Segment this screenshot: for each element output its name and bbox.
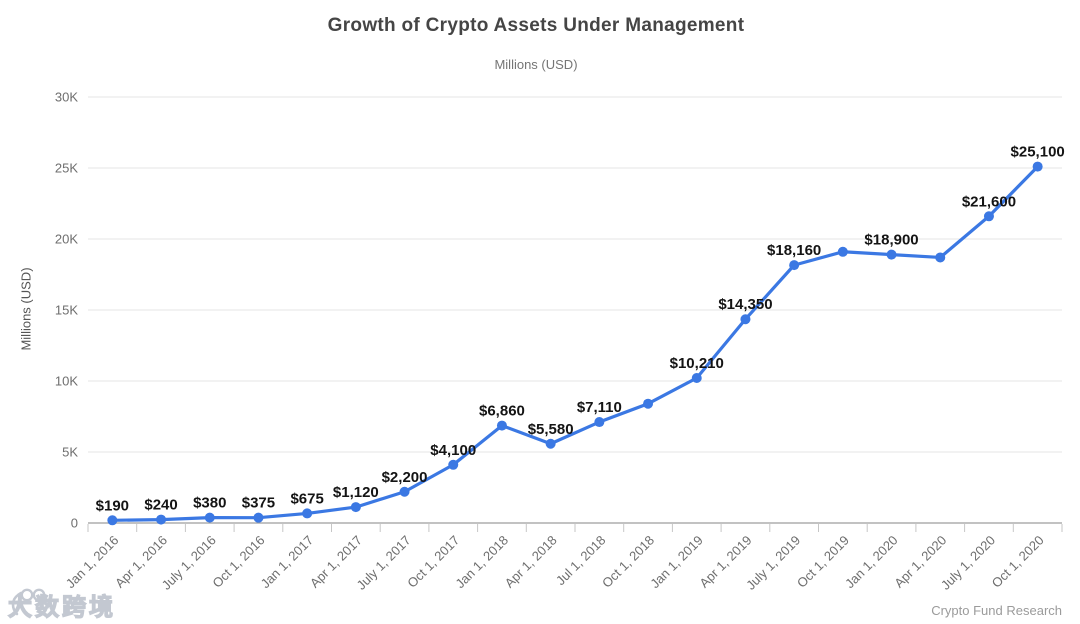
data-point-marker: [740, 314, 751, 325]
data-point-value-label: $240: [144, 497, 177, 514]
data-point-marker: [107, 515, 118, 526]
data-point-value-label: $380: [193, 495, 226, 512]
data-point-marker: [837, 246, 848, 257]
data-point-marker: [448, 459, 459, 470]
data-point-value-label: $6,860: [479, 403, 525, 420]
watermark-100-logo-icon: [11, 588, 46, 616]
data-point-value-label: $18,900: [864, 232, 918, 249]
y-tick-label: 25K: [55, 161, 78, 176]
data-point-marker: [350, 502, 361, 513]
x-category-label: Jan 1, 2019: [647, 533, 706, 592]
x-category-label: Jan 1, 2018: [452, 533, 511, 592]
data-point-value-label: $10,210: [670, 355, 724, 372]
data-point-marker: [204, 512, 215, 523]
data-point-marker: [935, 252, 946, 263]
data-point-marker: [496, 420, 507, 431]
data-point-value-label: $4,100: [430, 442, 476, 459]
data-point-value-label: $375: [242, 495, 275, 512]
data-point-value-label: $675: [290, 490, 323, 507]
chart-title: Growth of Crypto Assets Under Management: [327, 15, 745, 36]
data-point-value-label: $2,200: [382, 469, 428, 486]
data-point-marker: [1032, 161, 1043, 172]
x-category-label: Jan 1, 2016: [63, 533, 122, 592]
data-point-value-label: $14,350: [718, 296, 772, 313]
data-point-marker: [691, 373, 702, 384]
x-category-label: Jan 1, 2020: [842, 533, 901, 592]
data-point-value-label: $7,110: [577, 399, 622, 416]
chart-subtitle: Millions (USD): [494, 57, 578, 72]
watermark: 大数跨境: [7, 587, 116, 622]
data-point-marker: [545, 438, 556, 449]
data-point-marker: [643, 398, 654, 409]
data-point-marker: [399, 486, 410, 497]
y-tick-label: 5K: [62, 445, 78, 460]
y-tick-label: 10K: [55, 374, 78, 389]
data-point-value-label: $25,100: [1011, 144, 1065, 161]
data-point-marker: [983, 211, 994, 222]
y-tick-label: 30K: [55, 90, 78, 105]
data-point-value-label: $21,600: [962, 193, 1016, 210]
y-tick-label: 0: [71, 516, 78, 531]
x-category-label: Jan 1, 2017: [258, 533, 317, 592]
data-point-marker: [789, 260, 800, 271]
y-tick-label: 15K: [55, 303, 78, 318]
y-tick-label: 20K: [55, 232, 78, 247]
data-point-value-label: $1,120: [333, 484, 379, 501]
data-point-value-label: $18,160: [767, 242, 821, 259]
x-category-label: Oct 1, 2020: [989, 533, 1047, 591]
data-point-marker: [302, 508, 313, 519]
watermark-text: 大数跨境: [7, 593, 116, 621]
x-category-label: Apr 1, 2018: [502, 533, 560, 591]
data-point-marker: [156, 514, 167, 525]
source-credit: Crypto Fund Research: [931, 603, 1062, 618]
data-point-value-label: $190: [96, 497, 129, 514]
series-line: [110, 164, 1040, 522]
data-point-marker: [253, 512, 264, 523]
data-point-marker: [594, 417, 605, 428]
data-point-value-label: $5,580: [528, 421, 574, 438]
data-point-marker: [886, 249, 897, 260]
